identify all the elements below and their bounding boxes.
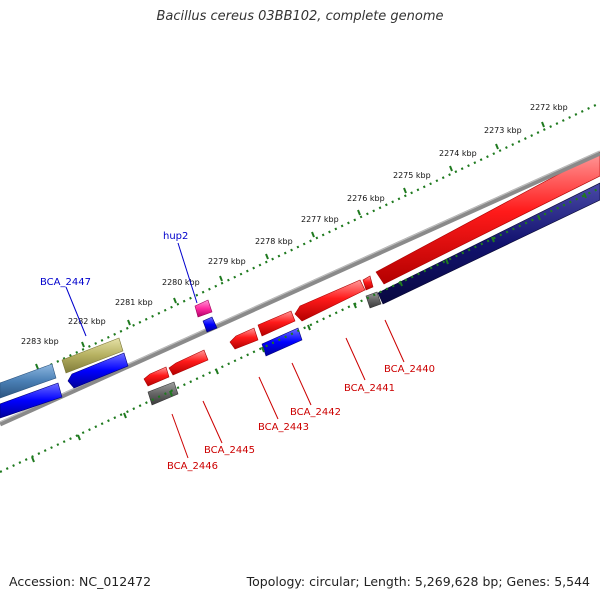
tick-label-2272: 2272 kbp <box>530 103 568 112</box>
tick-label-2283: 2283 kbp <box>21 337 59 346</box>
tick-label-2277: 2277 kbp <box>301 215 339 224</box>
leader-hup2 <box>177 242 198 304</box>
cds-small-red[interactable] <box>362 275 374 291</box>
tick-label-2276: 2276 kbp <box>347 194 385 203</box>
gene-label-bca-2441: BCA_2441 <box>344 383 395 394</box>
cds-gray-a[interactable] <box>365 291 382 309</box>
tick-label-2280: 2280 kbp <box>162 278 200 287</box>
gene-label-bca-2446: BCA_2446 <box>167 461 218 472</box>
gene-label-bca-2440: BCA_2440 <box>384 364 435 375</box>
leader-bca-2445 <box>202 400 223 444</box>
tick-label-2273: 2273 kbp <box>484 126 522 135</box>
tick-label-2274: 2274 kbp <box>439 149 477 158</box>
cds-blue-edge[interactable] <box>0 382 63 419</box>
cds-hup2[interactable] <box>194 299 213 318</box>
cds-bca-2446[interactable] <box>143 366 170 387</box>
tick-label-2278: 2278 kbp <box>255 237 293 246</box>
leader-bca-2440 <box>384 319 405 363</box>
cds-bca-2441[interactable] <box>294 279 366 322</box>
forward-strand-genes <box>0 151 600 399</box>
gene-label-bca-2445: BCA_2445 <box>204 445 255 456</box>
inner-ruler-ticks <box>31 192 587 463</box>
map-title: Bacillus cereus 03BB102, complete genome <box>156 9 444 24</box>
leader-bca-2442 <box>291 362 312 406</box>
cds-bca-2440[interactable] <box>375 151 600 285</box>
gene-label-hup2: hup2 <box>163 231 188 242</box>
tick-label-2282: 2282 kbp <box>68 317 106 326</box>
gene-label-bca-2443: BCA_2443 <box>258 422 309 433</box>
leader-bca-2443 <box>258 376 279 420</box>
cds-gray-b[interactable] <box>147 381 179 406</box>
cds-bca-2443[interactable] <box>229 327 259 350</box>
leader-bca-2447 <box>65 286 87 337</box>
backbone-line <box>0 150 600 427</box>
leader-bca-2446 <box>171 413 189 459</box>
tick-label-2275: 2275 kbp <box>393 171 431 180</box>
cds-bca-2445[interactable] <box>168 349 209 376</box>
gene-labels: hup2 BCA_2447 BCA_2440 BCA_2441 BCA_2442… <box>40 231 435 472</box>
ruler-tick-labels: 2272 kbp 2273 kbp 2274 kbp 2275 kbp 2276… <box>21 103 568 346</box>
cds-bca-2442[interactable] <box>257 310 296 337</box>
outer-ruler-line <box>0 102 600 390</box>
label-leaders <box>65 242 405 459</box>
cds-olive[interactable] <box>61 337 124 374</box>
tick-label-2279: 2279 kbp <box>208 257 246 266</box>
genome-summary-text: Topology: circular; Length: 5,269,628 bp… <box>246 574 590 589</box>
cds-steel[interactable] <box>0 363 57 399</box>
cds-blue-left[interactable] <box>67 352 129 389</box>
inner-ruler-line <box>0 187 600 473</box>
leader-bca-2441 <box>345 337 366 381</box>
gene-label-bca-2442: BCA_2442 <box>290 407 341 418</box>
gene-label-bca-2447: BCA_2447 <box>40 277 91 288</box>
outer-ruler-ticks <box>35 121 545 370</box>
cds-blue-small[interactable] <box>202 316 218 333</box>
accession-text: Accession: NC_012472 <box>9 574 152 589</box>
tick-label-2281: 2281 kbp <box>115 298 153 307</box>
